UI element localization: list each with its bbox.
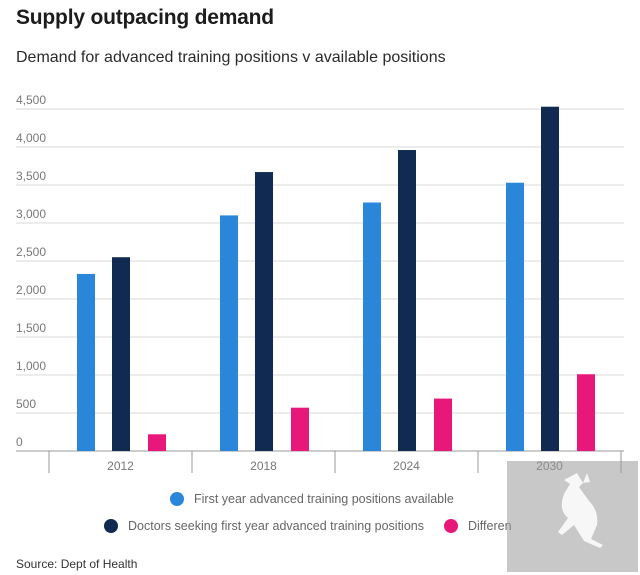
y-tick-label: 2,500: [16, 245, 46, 259]
source-note: Source: Dept of Health: [16, 557, 138, 571]
watermark-logo: [507, 461, 638, 572]
y-tick-label: 500: [16, 397, 36, 411]
y-tick-label: 1,500: [16, 321, 46, 335]
bar: [291, 407, 309, 451]
bar: [506, 182, 524, 451]
legend-swatch-difference: [444, 519, 458, 533]
bar: [220, 215, 238, 451]
y-tick-label: 1,000: [16, 359, 46, 373]
legend-label-available: First year advanced training positions a…: [194, 492, 454, 506]
bar: [577, 374, 595, 451]
bar: [541, 106, 559, 451]
legend-label-difference: Differen: [468, 519, 512, 533]
legend-swatch-doctors: [104, 519, 118, 533]
x-tick-label: 2018: [250, 459, 277, 473]
y-tick-label: 0: [16, 435, 23, 449]
y-tick-label: 2,000: [16, 283, 46, 297]
bar: [363, 202, 381, 451]
y-tick-label: 4,500: [16, 93, 46, 107]
bar: [77, 273, 95, 451]
legend-item-difference: Differen: [444, 519, 512, 533]
y-tick-label: 4,000: [16, 131, 46, 145]
bar: [398, 150, 416, 452]
bar: [112, 257, 130, 451]
x-tick-label: 2012: [107, 459, 134, 473]
legend-swatch-available: [170, 492, 184, 506]
bar: [434, 398, 452, 451]
bar-chart: 0 500 1,000 1,500 2,000 2,500 3,000 3,500 4,000 4…: [16, 93, 624, 473]
x-tick-label: 2024: [393, 459, 420, 473]
y-tick-label: 3,500: [16, 169, 46, 183]
chart-subtitle: Demand for advanced training positions v…: [16, 49, 446, 66]
legend-label-doctors: Doctors seeking first year advanced trai…: [128, 519, 424, 533]
legend-item-doctors: Doctors seeking first year advanced trai…: [104, 519, 424, 533]
chart-title: Supply outpacing demand: [16, 6, 274, 29]
bar: [255, 172, 273, 451]
y-tick-label: 3,000: [16, 207, 46, 221]
legend-item-available: First year advanced training positions a…: [170, 492, 454, 506]
bar: [148, 434, 166, 451]
